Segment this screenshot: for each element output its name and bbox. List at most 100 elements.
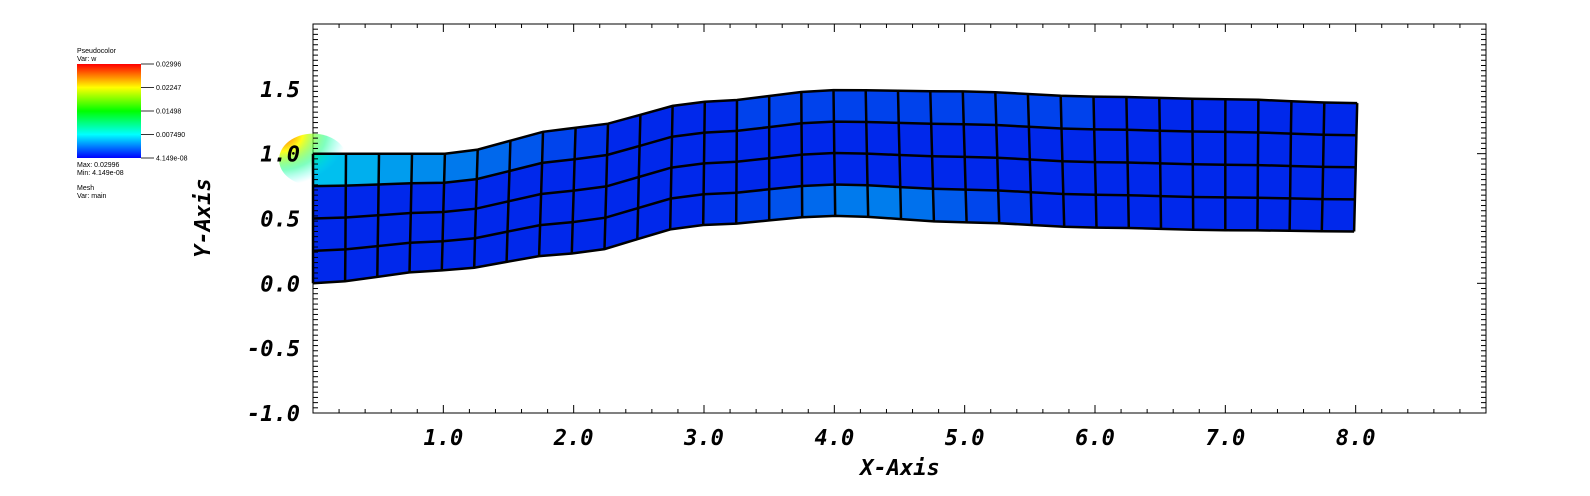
- mesh-cell: [865, 90, 899, 123]
- y-tick-label: 0.0: [260, 272, 300, 297]
- mesh-line-vertical: [343, 153, 348, 282]
- mesh-cell: [377, 242, 411, 277]
- mesh-cell: [506, 225, 541, 262]
- mesh-line-vertical: [864, 90, 870, 217]
- mesh-line-vertical: [896, 90, 903, 220]
- mesh-cell: [801, 121, 835, 155]
- mesh-cell: [1159, 130, 1193, 165]
- mesh-line-vertical: [832, 90, 837, 216]
- mesh-cell: [1126, 97, 1160, 131]
- axes: 1.0 2.0 3.0 4.0 5.0 6.0 7.0 8.0 -1.0 -0.5 0.0 0.5 1.…: [247, 23, 1486, 451]
- y-tick-label: 1.0: [260, 143, 300, 168]
- mesh-cell: [834, 153, 868, 186]
- x-axis-title: X-Axis: [858, 456, 939, 481]
- x-tick-label: 6.0: [1075, 426, 1115, 451]
- legend-min-label: Min: 4.149e-08: [77, 170, 124, 177]
- mesh-cell: [996, 124, 1030, 160]
- mesh-cell: [932, 188, 967, 223]
- mesh-cell: [475, 171, 510, 209]
- mesh-cell: [1225, 131, 1259, 166]
- mesh-cell: [704, 130, 737, 164]
- mesh-cell: [962, 91, 997, 125]
- mesh-cell: [897, 90, 932, 124]
- mesh-cell: [1192, 131, 1226, 165]
- mesh-cell: [995, 92, 1029, 127]
- mesh-line-vertical: [800, 91, 804, 218]
- mesh-cell: [1126, 129, 1161, 164]
- mesh-cell: [508, 162, 543, 202]
- y-tick-label: 1.5: [260, 78, 300, 103]
- mesh-cell: [1192, 197, 1226, 231]
- mesh-cell: [313, 217, 346, 251]
- legend-tick-label: 0.02996: [156, 62, 181, 69]
- mesh-cell: [313, 185, 346, 219]
- x-tick-label: 3.0: [683, 426, 724, 451]
- mesh-cell: [639, 105, 673, 146]
- mesh-cell: [1323, 134, 1357, 168]
- mesh-line-vertical: [1092, 96, 1098, 228]
- mesh-cell: [441, 238, 476, 271]
- mesh-cell: [410, 182, 445, 214]
- mesh-line-vertical: [1059, 95, 1066, 227]
- mesh-cell: [474, 231, 508, 268]
- mesh-line-vertical: [472, 149, 479, 268]
- mesh-cell: [573, 155, 608, 191]
- mesh-cell: [703, 161, 737, 195]
- mesh-cell: [1060, 95, 1095, 130]
- mesh-cell: [411, 153, 445, 184]
- mesh-cell: [410, 212, 444, 243]
- mesh-cell: [899, 154, 933, 189]
- mesh-cell: [769, 123, 802, 159]
- legend: Pseudocolor Var: w 0.02996 0.02247 0.01498…: [77, 48, 188, 200]
- mesh-cell: [378, 183, 412, 216]
- legend-colorbar: [77, 64, 141, 158]
- legend-tick-label: 0.01498: [156, 109, 181, 116]
- mesh-cell: [931, 123, 965, 157]
- mesh-cell: [509, 131, 544, 172]
- mesh-line-vertical: [408, 153, 414, 273]
- x-tick-label: 7.0: [1205, 426, 1245, 451]
- legend-tick-label: 0.007490: [156, 132, 185, 139]
- mesh-line-vertical: [537, 131, 545, 257]
- mesh-cell: [1225, 164, 1258, 198]
- mesh-cell: [345, 215, 379, 250]
- mesh-cell: [345, 184, 379, 218]
- mesh-line-vertical: [701, 101, 707, 226]
- mesh-cell: [1160, 163, 1193, 198]
- mesh-cell: [1225, 99, 1259, 133]
- mesh-cell: [833, 90, 867, 122]
- mesh-cell: [1094, 129, 1128, 163]
- mesh-cell: [604, 208, 639, 250]
- mesh-line-vertical: [570, 127, 577, 254]
- mesh-cell: [965, 189, 1000, 224]
- mesh-line-vertical: [440, 153, 447, 271]
- mesh-cell: [1027, 94, 1062, 129]
- mesh-cell: [964, 156, 999, 191]
- mesh-cell: [313, 249, 346, 284]
- mesh-line-vertical: [668, 105, 674, 230]
- mesh-cell: [638, 136, 673, 178]
- mesh-line-vertical: [603, 123, 610, 250]
- legend-mesh-title: Mesh: [77, 185, 94, 192]
- mesh-cell: [1321, 199, 1355, 232]
- mesh-line-vertical: [961, 91, 968, 223]
- mesh-cell: [866, 121, 900, 155]
- mesh-cell: [542, 127, 576, 163]
- mesh-cell: [1028, 126, 1063, 162]
- mesh-cell: [1159, 97, 1193, 132]
- mesh-cell: [1322, 166, 1356, 200]
- mesh-cell: [1290, 133, 1324, 167]
- mesh-cell: [476, 140, 511, 180]
- mesh-cell: [571, 217, 606, 254]
- mesh-cell: [1192, 164, 1226, 198]
- mesh-cell: [507, 193, 542, 232]
- mesh-cell: [540, 190, 574, 226]
- mesh-cell: [898, 122, 933, 157]
- mesh-cell: [900, 187, 934, 222]
- legend-title: Pseudocolor: [77, 48, 117, 55]
- y-tick-label: -0.5: [247, 337, 300, 362]
- mesh-cell: [1128, 195, 1161, 229]
- mesh-cell: [867, 185, 902, 220]
- mesh-cell: [1290, 165, 1324, 200]
- mesh-cell: [930, 91, 964, 125]
